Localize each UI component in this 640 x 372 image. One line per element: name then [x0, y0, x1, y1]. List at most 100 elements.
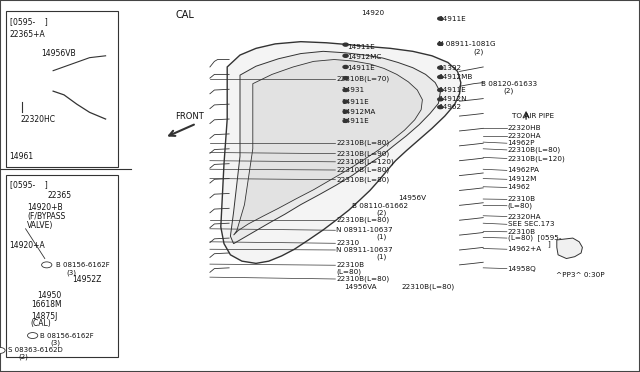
Text: 22310B(L=80): 22310B(L=80)	[336, 167, 389, 173]
Text: S 08363-6162D: S 08363-6162D	[8, 347, 63, 353]
Text: 22320HA: 22320HA	[508, 133, 541, 139]
Text: B 08120-61633: B 08120-61633	[481, 81, 538, 87]
Circle shape	[438, 66, 443, 69]
FancyBboxPatch shape	[10, 59, 54, 103]
Text: 14956VB: 14956VB	[42, 49, 76, 58]
Text: N 08911-10637: N 08911-10637	[336, 247, 392, 253]
Text: 14961: 14961	[10, 153, 34, 161]
Circle shape	[343, 54, 348, 57]
Text: 22310B(L=90): 22310B(L=90)	[336, 150, 389, 157]
Text: (3): (3)	[50, 340, 60, 346]
Text: B 08156-6162F: B 08156-6162F	[56, 262, 110, 268]
Text: 14911E: 14911E	[348, 44, 375, 49]
Text: 14958Q: 14958Q	[508, 266, 536, 272]
Text: (2): (2)	[474, 48, 484, 55]
Text: 22320HB: 22320HB	[508, 125, 541, 131]
Text: [0595-    ]: [0595- ]	[10, 17, 47, 26]
FancyBboxPatch shape	[42, 294, 102, 326]
Text: FRONT: FRONT	[175, 112, 204, 121]
Text: 14962: 14962	[438, 104, 461, 110]
Text: (L=80)  [0595-: (L=80) [0595-	[508, 235, 561, 241]
Text: 22310B(L=80): 22310B(L=80)	[336, 176, 389, 183]
Bar	[8, 190, 23, 205]
Text: 22310B(L=70): 22310B(L=70)	[336, 76, 389, 82]
Text: (2): (2)	[18, 353, 28, 360]
Circle shape	[343, 77, 348, 80]
Text: SEE SEC.173: SEE SEC.173	[508, 221, 554, 227]
Text: 14962+A: 14962+A	[508, 246, 542, 252]
Text: 14962PA: 14962PA	[508, 167, 540, 173]
Circle shape	[343, 65, 348, 68]
Polygon shape	[221, 42, 461, 263]
Text: (CAL): (CAL)	[31, 319, 51, 328]
Polygon shape	[230, 51, 440, 244]
Circle shape	[438, 89, 443, 92]
Text: 14912MC: 14912MC	[348, 54, 382, 60]
Text: 14920+A: 14920+A	[10, 241, 45, 250]
Text: 22310B(L=80): 22310B(L=80)	[336, 276, 389, 282]
Text: 14962: 14962	[508, 185, 531, 190]
Circle shape	[0, 347, 5, 353]
Text: (F/BYPASS: (F/BYPASS	[27, 212, 65, 221]
Text: VALVE): VALVE)	[27, 221, 53, 230]
Text: 22310B(L=120): 22310B(L=120)	[508, 155, 565, 162]
Text: 22310B(L=120): 22310B(L=120)	[336, 158, 394, 165]
Text: (2): (2)	[503, 87, 513, 94]
Text: 22320HC: 22320HC	[20, 115, 56, 124]
Bar	[16, 112, 29, 118]
Text: 22310B: 22310B	[336, 262, 364, 268]
Circle shape	[438, 76, 443, 78]
Bar	[47, 290, 54, 295]
Circle shape	[343, 43, 348, 46]
Circle shape	[343, 100, 348, 103]
Bar	[8, 202, 26, 218]
Text: 14950: 14950	[37, 291, 61, 300]
Text: (2): (2)	[376, 209, 387, 216]
Bar	[8, 227, 26, 243]
Text: (L=80): (L=80)	[508, 202, 532, 209]
Text: 14956V: 14956V	[398, 195, 426, 201]
Circle shape	[438, 42, 443, 45]
Text: 14912MA: 14912MA	[341, 109, 376, 115]
Text: 14956VA: 14956VA	[344, 284, 377, 290]
Circle shape	[438, 17, 443, 20]
Text: 22365+A: 22365+A	[10, 30, 45, 39]
Text: ^PP3^ 0:30P: ^PP3^ 0:30P	[556, 272, 604, 278]
Text: N 08911-10637: N 08911-10637	[336, 227, 392, 233]
Bar	[100, 51, 112, 60]
Text: 22365: 22365	[48, 191, 72, 200]
Text: 14875J: 14875J	[31, 312, 57, 321]
Text: (1): (1)	[376, 253, 387, 260]
Text: B 08156-6162F: B 08156-6162F	[40, 333, 94, 339]
Bar	[6, 175, 118, 357]
Text: 14920+B: 14920+B	[27, 203, 63, 212]
Polygon shape	[234, 60, 422, 235]
Circle shape	[343, 110, 348, 113]
Text: 22310: 22310	[336, 240, 359, 246]
Text: 11392: 11392	[438, 65, 461, 71]
Text: 14931: 14931	[341, 87, 364, 93]
Text: 14911E: 14911E	[438, 16, 466, 22]
Text: 14952Z: 14952Z	[72, 275, 102, 283]
Bar	[6, 11, 118, 167]
Text: 22310B(L=80): 22310B(L=80)	[402, 284, 455, 291]
Text: CAL: CAL	[176, 10, 195, 20]
Text: 14912MB: 14912MB	[438, 74, 473, 80]
Circle shape	[438, 98, 443, 101]
Text: (L=80): (L=80)	[336, 268, 361, 275]
Text: 22310B(L=80): 22310B(L=80)	[336, 217, 389, 224]
Text: B 08110-61662: B 08110-61662	[352, 203, 408, 209]
Text: TO AIR PIPE: TO AIR PIPE	[512, 113, 554, 119]
Circle shape	[42, 262, 52, 268]
Text: ]: ]	[548, 241, 550, 247]
Circle shape	[343, 119, 348, 122]
Text: 14911E: 14911E	[438, 87, 466, 93]
Polygon shape	[557, 238, 582, 259]
Circle shape	[438, 106, 443, 109]
Text: [0595-    ]: [0595- ]	[10, 180, 47, 189]
Text: 14911E: 14911E	[341, 99, 369, 105]
Text: 14912N: 14912N	[438, 96, 467, 102]
Text: 14920: 14920	[362, 10, 385, 16]
Text: 22310B(L=80): 22310B(L=80)	[336, 140, 389, 147]
Bar	[90, 290, 98, 295]
